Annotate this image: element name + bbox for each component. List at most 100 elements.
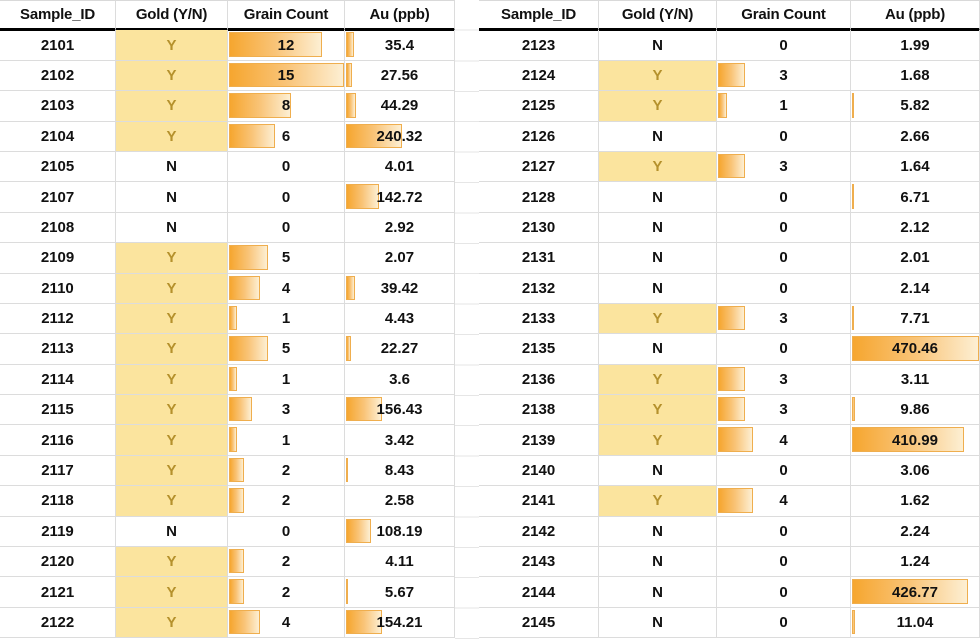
gold-flag-cell[interactable]: Y <box>599 395 717 426</box>
grain-count-cell[interactable]: 4 <box>717 425 851 456</box>
gold-flag-cell[interactable]: Y <box>599 486 717 517</box>
au-ppb-cell[interactable]: 3.11 <box>851 364 980 396</box>
au-ppb-cell[interactable]: 5.82 <box>851 91 980 122</box>
sample-id-cell[interactable]: 2124 <box>479 60 599 92</box>
grain-count-cell[interactable]: 4 <box>228 273 345 304</box>
sample-id-cell[interactable]: 2125 <box>479 91 599 122</box>
gold-flag-cell[interactable]: Y <box>599 151 717 183</box>
au-ppb-cell[interactable]: 7.71 <box>851 303 980 335</box>
grain-count-cell[interactable]: 4 <box>228 607 345 639</box>
sample-id-cell[interactable]: 2140 <box>479 455 599 487</box>
grain-count-cell[interactable]: 0 <box>717 516 851 548</box>
sample-id-cell[interactable]: 2136 <box>479 364 599 396</box>
au-ppb-cell[interactable]: 11.04 <box>851 607 980 639</box>
gold-flag-cell[interactable]: Y <box>116 334 228 365</box>
column-header-sample-id[interactable]: Sample_ID <box>0 0 116 31</box>
grain-count-cell[interactable]: 5 <box>228 334 345 365</box>
sample-id-cell[interactable]: 2120 <box>0 547 116 578</box>
au-ppb-cell[interactable]: 470.46 <box>851 334 980 365</box>
grain-count-cell[interactable]: 1 <box>228 303 345 335</box>
gold-flag-cell[interactable]: Y <box>116 273 228 304</box>
sample-id-cell[interactable]: 2102 <box>0 60 116 92</box>
sample-id-cell[interactable]: 2138 <box>479 395 599 426</box>
sample-id-cell[interactable]: 2143 <box>479 547 599 578</box>
grain-count-cell[interactable]: 0 <box>717 455 851 487</box>
sample-id-cell[interactable]: 2128 <box>479 182 599 213</box>
grain-count-cell[interactable]: 0 <box>228 516 345 548</box>
gold-flag-cell[interactable]: N <box>599 273 717 304</box>
gold-flag-cell[interactable]: N <box>116 182 228 213</box>
au-ppb-cell[interactable]: 5.67 <box>345 577 455 608</box>
au-ppb-cell[interactable]: 1.64 <box>851 151 980 183</box>
column-header-grain-count[interactable]: Grain Count <box>717 0 851 31</box>
au-ppb-cell[interactable]: 156.43 <box>345 395 455 426</box>
gold-flag-cell[interactable]: Y <box>599 91 717 122</box>
grain-count-cell[interactable]: 2 <box>228 486 345 517</box>
sample-id-cell[interactable]: 2119 <box>0 516 116 548</box>
au-ppb-cell[interactable]: 2.66 <box>851 121 980 152</box>
grain-count-cell[interactable]: 0 <box>717 212 851 244</box>
au-ppb-cell[interactable]: 2.92 <box>345 212 455 244</box>
sample-id-cell[interactable]: 2144 <box>479 577 599 608</box>
au-ppb-cell[interactable]: 4.43 <box>345 303 455 335</box>
au-ppb-cell[interactable]: 1.24 <box>851 547 980 578</box>
sample-id-cell[interactable]: 2131 <box>479 243 599 274</box>
sample-id-cell[interactable]: 2123 <box>479 30 599 61</box>
gold-flag-cell[interactable]: Y <box>116 121 228 152</box>
gold-flag-cell[interactable]: Y <box>599 425 717 456</box>
au-ppb-cell[interactable]: 39.42 <box>345 273 455 304</box>
grain-count-cell[interactable]: 0 <box>717 577 851 608</box>
grain-count-cell[interactable]: 0 <box>717 273 851 304</box>
au-ppb-cell[interactable]: 154.21 <box>345 607 455 639</box>
gold-flag-cell[interactable]: Y <box>116 547 228 578</box>
grain-count-cell[interactable]: 2 <box>228 577 345 608</box>
grain-count-cell[interactable]: 2 <box>228 547 345 578</box>
grain-count-cell[interactable]: 0 <box>717 547 851 578</box>
au-ppb-cell[interactable]: 410.99 <box>851 425 980 456</box>
gold-flag-cell[interactable]: N <box>599 607 717 639</box>
gold-flag-cell[interactable]: Y <box>116 425 228 456</box>
sample-id-cell[interactable]: 2130 <box>479 212 599 244</box>
gold-flag-cell[interactable]: Y <box>116 486 228 517</box>
grain-count-cell[interactable]: 12 <box>228 30 345 61</box>
sample-id-cell[interactable]: 2108 <box>0 212 116 244</box>
gold-flag-cell[interactable]: Y <box>599 364 717 396</box>
au-ppb-cell[interactable]: 3.42 <box>345 425 455 456</box>
grain-count-cell[interactable]: 0 <box>228 212 345 244</box>
sample-id-cell[interactable]: 2105 <box>0 151 116 183</box>
grain-count-cell[interactable]: 0 <box>717 182 851 213</box>
grain-count-cell[interactable]: 0 <box>228 182 345 213</box>
au-ppb-cell[interactable]: 240.32 <box>345 121 455 152</box>
au-ppb-cell[interactable]: 4.01 <box>345 151 455 183</box>
gold-flag-cell[interactable]: N <box>599 182 717 213</box>
sample-id-cell[interactable]: 2104 <box>0 121 116 152</box>
au-ppb-cell[interactable]: 108.19 <box>345 516 455 548</box>
grain-count-cell[interactable]: 3 <box>717 60 851 92</box>
gold-flag-cell[interactable]: Y <box>116 30 228 61</box>
gold-flag-cell[interactable]: Y <box>116 91 228 122</box>
gold-flag-cell[interactable]: N <box>599 30 717 61</box>
sample-id-cell[interactable]: 2109 <box>0 243 116 274</box>
sample-id-cell[interactable]: 2112 <box>0 303 116 335</box>
au-ppb-cell[interactable]: 6.71 <box>851 182 980 213</box>
gold-flag-cell[interactable]: Y <box>116 60 228 92</box>
sample-id-cell[interactable]: 2116 <box>0 425 116 456</box>
sample-id-cell[interactable]: 2127 <box>479 151 599 183</box>
gold-flag-cell[interactable]: N <box>599 455 717 487</box>
grain-count-cell[interactable]: 15 <box>228 60 345 92</box>
grain-count-cell[interactable]: 2 <box>228 455 345 487</box>
au-ppb-cell[interactable]: 1.99 <box>851 30 980 61</box>
sample-id-cell[interactable]: 2107 <box>0 182 116 213</box>
grain-count-cell[interactable]: 3 <box>228 395 345 426</box>
au-ppb-cell[interactable]: 9.86 <box>851 395 980 426</box>
au-ppb-cell[interactable]: 8.43 <box>345 455 455 487</box>
gold-flag-cell[interactable]: Y <box>116 364 228 396</box>
sample-id-cell[interactable]: 2118 <box>0 486 116 517</box>
au-ppb-cell[interactable]: 3.6 <box>345 364 455 396</box>
sample-id-cell[interactable]: 2103 <box>0 91 116 122</box>
sample-id-cell[interactable]: 2126 <box>479 121 599 152</box>
gold-flag-cell[interactable]: Y <box>116 607 228 639</box>
gold-flag-cell[interactable]: N <box>599 577 717 608</box>
au-ppb-cell[interactable]: 142.72 <box>345 182 455 213</box>
grain-count-cell[interactable]: 0 <box>717 30 851 61</box>
